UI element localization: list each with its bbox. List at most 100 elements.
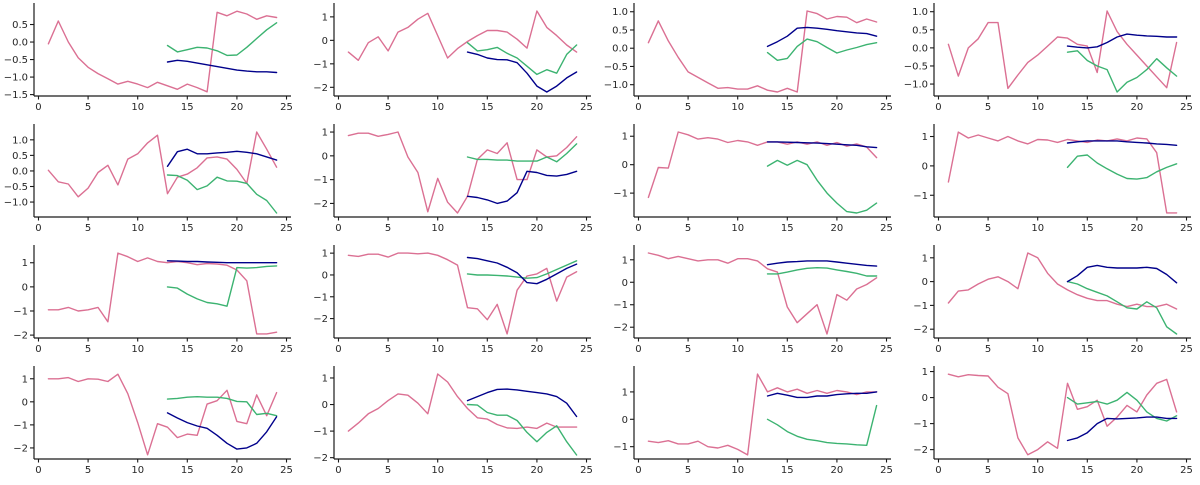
y-tick-label: 1 bbox=[922, 132, 928, 143]
x-tick-label: 0 bbox=[935, 102, 941, 113]
x-tick-label: 5 bbox=[985, 223, 991, 234]
y-tick-label: 0 bbox=[622, 278, 628, 289]
green-line bbox=[166, 22, 278, 57]
x-tick-label: 5 bbox=[85, 223, 91, 234]
navy-line bbox=[166, 412, 278, 450]
y-tick-label: −0.5 bbox=[4, 182, 28, 193]
x-tick-label: 5 bbox=[385, 465, 391, 476]
x-tick-label: 15 bbox=[181, 344, 194, 355]
x-tick-label: 10 bbox=[431, 223, 444, 234]
y-tick-label: −2 bbox=[613, 323, 628, 334]
x-tick-label: 0 bbox=[35, 223, 41, 234]
x-tick-label: 25 bbox=[880, 465, 893, 476]
pink-line bbox=[947, 373, 1178, 456]
y-tick-label: 1.0 bbox=[612, 7, 628, 18]
y-tick-label: 0 bbox=[322, 400, 328, 411]
y-tick-label: −1 bbox=[313, 292, 328, 303]
x-tick-label: 20 bbox=[531, 102, 544, 113]
x-tick-label: 5 bbox=[85, 344, 91, 355]
x-tick-label: 5 bbox=[985, 344, 991, 355]
y-tick-label: −1.0 bbox=[904, 80, 928, 91]
green-line bbox=[766, 159, 878, 214]
navy-line bbox=[766, 26, 878, 48]
y-tick-label: 0 bbox=[922, 277, 928, 288]
x-tick-label: 15 bbox=[1081, 223, 1094, 234]
y-tick-label: 0.5 bbox=[12, 151, 28, 162]
x-tick-label: 0 bbox=[335, 102, 341, 113]
x-tick-label: 25 bbox=[280, 223, 293, 234]
x-tick-label: 15 bbox=[781, 465, 794, 476]
x-tick-label: 20 bbox=[531, 465, 544, 476]
x-tick-label: 25 bbox=[880, 223, 893, 234]
green-line bbox=[166, 396, 278, 417]
green-line bbox=[166, 174, 278, 214]
x-tick-label: 20 bbox=[531, 344, 544, 355]
x-tick-label: 25 bbox=[880, 344, 893, 355]
y-tick-label: −0.5 bbox=[4, 55, 28, 66]
x-tick-label: 0 bbox=[635, 223, 641, 234]
y-tick-label: −1 bbox=[313, 175, 328, 186]
x-tick-label: 10 bbox=[131, 223, 144, 234]
x-tick-label: 25 bbox=[280, 102, 293, 113]
pink-line bbox=[347, 252, 578, 335]
x-tick-label: 20 bbox=[1131, 465, 1144, 476]
x-tick-label: 10 bbox=[731, 465, 744, 476]
x-tick-label: 0 bbox=[635, 465, 641, 476]
navy-line bbox=[766, 260, 878, 267]
x-tick-label: 20 bbox=[831, 465, 844, 476]
y-tick-label: −1 bbox=[613, 300, 628, 311]
y-tick-label: −2 bbox=[313, 314, 328, 325]
x-tick-label: 0 bbox=[35, 102, 41, 113]
x-tick-label: 0 bbox=[635, 344, 641, 355]
x-tick-label: 0 bbox=[35, 344, 41, 355]
y-tick-label: −1.5 bbox=[4, 90, 28, 101]
y-tick-label: −1 bbox=[913, 191, 928, 202]
y-tick-label: −2 bbox=[913, 325, 928, 336]
x-tick-label: 15 bbox=[481, 344, 494, 355]
y-tick-label: 1 bbox=[922, 367, 928, 378]
x-tick-label: 25 bbox=[280, 465, 293, 476]
x-tick-label: 10 bbox=[431, 344, 444, 355]
x-tick-label: 20 bbox=[531, 223, 544, 234]
y-tick-label: 1 bbox=[322, 373, 328, 384]
x-tick-label: 15 bbox=[181, 223, 194, 234]
pink-line bbox=[47, 10, 278, 93]
x-tick-label: 15 bbox=[481, 465, 494, 476]
x-tick-label: 5 bbox=[985, 465, 991, 476]
pink-line bbox=[947, 10, 1178, 90]
x-tick-label: 20 bbox=[231, 465, 244, 476]
y-tick-label: 1 bbox=[322, 128, 328, 139]
y-tick-label: 0.0 bbox=[12, 38, 28, 49]
green-line bbox=[766, 404, 878, 447]
x-tick-label: 15 bbox=[481, 102, 494, 113]
x-tick-label: 20 bbox=[831, 102, 844, 113]
y-tick-label: 1.0 bbox=[12, 135, 28, 146]
subplot-0-3: 0 5 10 15 20 25 1.0 0.5 0.0 −0.5 −1.0 bbox=[904, 3, 1193, 113]
y-tick-label: 0 bbox=[322, 151, 328, 162]
y-tick-label: −1 bbox=[13, 306, 28, 317]
navy-line bbox=[166, 260, 278, 264]
x-tick-label: 10 bbox=[131, 465, 144, 476]
y-tick-label: −0.5 bbox=[604, 62, 628, 73]
green-line bbox=[166, 265, 278, 307]
y-tick-label: 1 bbox=[22, 258, 28, 269]
x-tick-label: 5 bbox=[685, 223, 691, 234]
subplot-0-2: 0 5 10 15 20 25 1.0 0.5 0.0 −0.5 −1.0 bbox=[604, 3, 893, 113]
x-tick-label: 25 bbox=[580, 465, 593, 476]
x-tick-label: 5 bbox=[85, 102, 91, 113]
x-tick-label: 25 bbox=[1180, 223, 1193, 234]
navy-line bbox=[1066, 140, 1178, 146]
x-tick-label: 10 bbox=[1031, 344, 1044, 355]
pink-line bbox=[947, 252, 1178, 310]
x-tick-label: 15 bbox=[1081, 465, 1094, 476]
y-tick-label: 0 bbox=[322, 36, 328, 47]
x-tick-label: 25 bbox=[580, 344, 593, 355]
x-tick-label: 25 bbox=[280, 344, 293, 355]
y-tick-label: −2 bbox=[313, 199, 328, 210]
green-line bbox=[1066, 154, 1178, 180]
